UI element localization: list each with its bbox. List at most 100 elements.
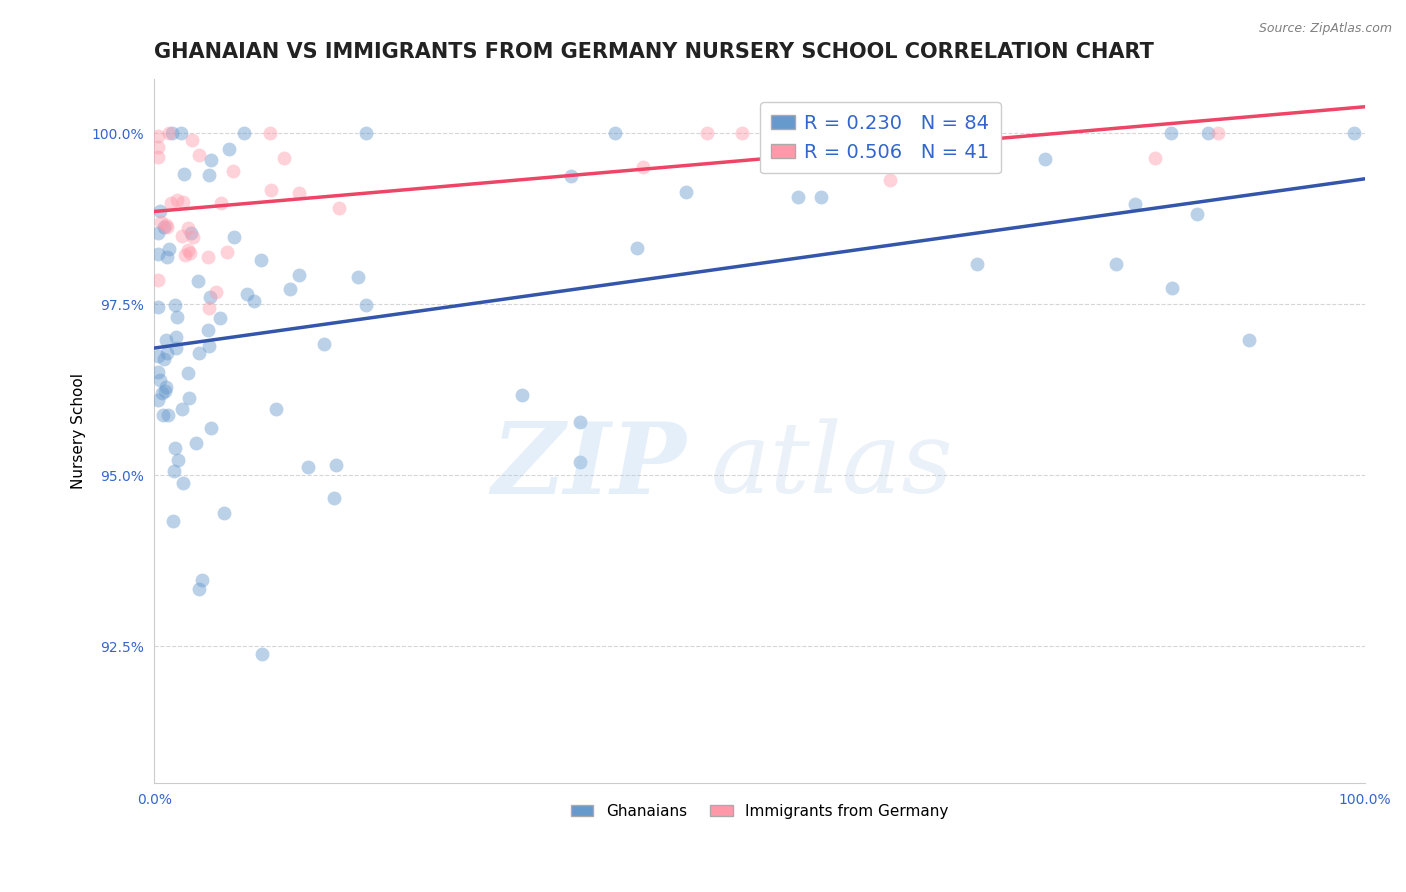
Ghanaians [1105, 257, 1128, 271]
Immigrants from Germany [179, 245, 201, 260]
Ghanaians [569, 455, 592, 469]
Immigrants from Germany [328, 201, 350, 215]
Ghanaians [510, 388, 533, 402]
Immigrants from Germany [217, 244, 239, 259]
Immigrants from Germany [180, 133, 202, 147]
Ghanaians [170, 126, 193, 140]
Immigrants from Germany [146, 273, 169, 287]
Ghanaians [605, 126, 627, 140]
Immigrants from Germany [181, 230, 204, 244]
Immigrants from Germany [146, 140, 169, 154]
Ghanaians [165, 330, 187, 344]
Immigrants from Germany [176, 243, 198, 257]
Immigrants from Germany [198, 301, 221, 315]
Ghanaians [347, 269, 370, 284]
Ghanaians [252, 648, 274, 662]
Ghanaians [146, 226, 169, 240]
Ghanaians [218, 142, 240, 156]
Ghanaians [312, 336, 335, 351]
Ghanaians [170, 402, 193, 417]
Ghanaians [200, 153, 222, 167]
Ghanaians [243, 294, 266, 309]
Ghanaians [297, 459, 319, 474]
Ghanaians [177, 366, 200, 380]
Ghanaians [179, 391, 201, 405]
Ghanaians [675, 186, 697, 200]
Ghanaians [156, 408, 179, 422]
Ghanaians [1160, 126, 1182, 140]
Ghanaians [163, 297, 186, 311]
Immigrants from Germany [146, 150, 169, 164]
Immigrants from Germany [631, 160, 654, 174]
Ghanaians [184, 436, 207, 450]
Ghanaians [157, 242, 180, 256]
Ghanaians [197, 323, 219, 337]
Immigrants from Germany [273, 151, 295, 165]
Text: ZIP: ZIP [492, 417, 686, 515]
Ghanaians [146, 301, 169, 315]
Ghanaians [187, 346, 209, 360]
Ghanaians [150, 386, 173, 401]
Ghanaians [165, 441, 187, 455]
Ghanaians [155, 384, 177, 398]
Ghanaians [560, 169, 582, 184]
Immigrants from Germany [150, 215, 173, 229]
Ghanaians [236, 287, 259, 301]
Ghanaians [155, 333, 177, 347]
Ghanaians [148, 393, 170, 408]
Ghanaians [222, 230, 245, 244]
Ghanaians [569, 415, 592, 429]
Ghanaians [200, 421, 222, 435]
Immigrants from Germany [1206, 126, 1229, 140]
Ghanaians [146, 349, 169, 363]
Ghanaians [198, 290, 221, 304]
Ghanaians [208, 311, 231, 326]
Immigrants from Germany [696, 126, 718, 140]
Ghanaians [325, 458, 347, 472]
Ghanaians [191, 573, 214, 587]
Immigrants from Germany [259, 126, 281, 140]
Legend: Ghanaians, Immigrants from Germany: Ghanaians, Immigrants from Germany [564, 797, 955, 825]
Immigrants from Germany [209, 196, 232, 211]
Ghanaians [152, 408, 174, 422]
Ghanaians [156, 251, 179, 265]
Immigrants from Germany [172, 194, 194, 209]
Immigrants from Germany [891, 126, 914, 140]
Immigrants from Germany [205, 285, 228, 299]
Ghanaians [155, 380, 177, 394]
Immigrants from Germany [156, 219, 179, 234]
Ghanaians [1197, 126, 1219, 140]
Text: Source: ZipAtlas.com: Source: ZipAtlas.com [1258, 22, 1392, 36]
Ghanaians [180, 226, 202, 240]
Immigrants from Germany [259, 183, 281, 197]
Ghanaians [146, 247, 169, 261]
Ghanaians [966, 257, 988, 271]
Ghanaians [233, 126, 256, 140]
Immigrants from Germany [222, 164, 245, 178]
Immigrants from Germany [1143, 151, 1166, 165]
Ghanaians [187, 274, 209, 288]
Ghanaians [626, 241, 648, 255]
Ghanaians [173, 167, 195, 181]
Immigrants from Germany [778, 126, 800, 140]
Ghanaians [1185, 207, 1208, 221]
Ghanaians [198, 339, 221, 353]
Ghanaians [1237, 334, 1260, 348]
Immigrants from Germany [155, 218, 177, 232]
Immigrants from Germany [879, 173, 901, 187]
Immigrants from Germany [187, 148, 209, 162]
Ghanaians [162, 515, 184, 529]
Immigrants from Germany [197, 250, 219, 264]
Immigrants from Germany [288, 186, 311, 200]
Immigrants from Germany [177, 220, 200, 235]
Ghanaians [166, 310, 188, 324]
Immigrants from Germany [157, 126, 180, 140]
Ghanaians [153, 352, 176, 367]
Ghanaians [153, 220, 176, 235]
Immigrants from Germany [172, 229, 194, 244]
Immigrants from Germany [166, 193, 188, 207]
Ghanaians [149, 373, 172, 387]
Immigrants from Germany [173, 248, 195, 262]
Ghanaians [149, 203, 172, 218]
Immigrants from Germany [783, 154, 806, 169]
